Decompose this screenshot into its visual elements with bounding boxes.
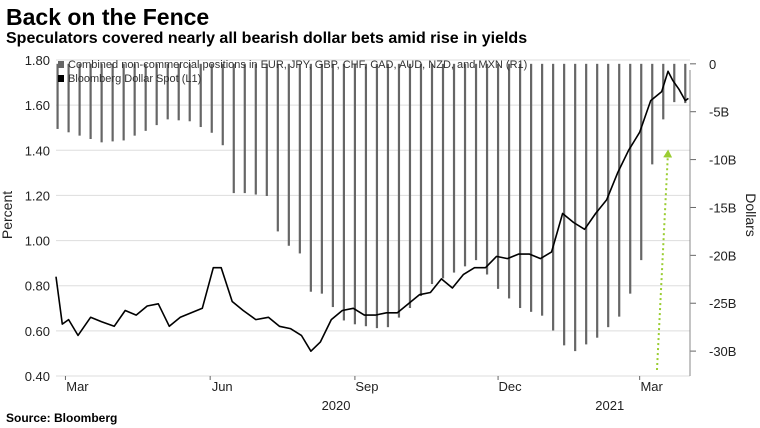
- positions-bar: [232, 63, 235, 194]
- y-left-tick-label: 0.60: [25, 324, 50, 339]
- positions-bar: [309, 63, 312, 292]
- positions-bar: [452, 63, 456, 273]
- positions-bar: [684, 63, 687, 104]
- y-right-tick-label: -30B: [709, 344, 736, 359]
- positions-bar: [254, 63, 257, 195]
- axes: 0.40 0.60 0.80 1.00 1.20 1.40 1.60 1.80 0 -5B -10B…: [25, 53, 737, 413]
- y-left-axis-label: Percent: [0, 191, 15, 239]
- y-left-tick-label: 1.40: [25, 143, 50, 158]
- positions-bar: [463, 63, 467, 267]
- positions-bar: [629, 63, 632, 294]
- positions-bar: [265, 63, 268, 196]
- positions-bar: [386, 63, 390, 328]
- legend: Combined non-commercial positions in EUR…: [58, 59, 527, 85]
- x-year-label: 2020: [322, 398, 351, 413]
- y-right-tick-label: -25B: [709, 296, 736, 311]
- positions-bar: [585, 63, 588, 345]
- legend-positions: Combined non-commercial positions in EUR…: [68, 59, 527, 71]
- positions-bar: [133, 63, 136, 136]
- positions-bar: [78, 63, 81, 136]
- y-right-tick-label: 0: [709, 57, 716, 72]
- positions-bar: [89, 63, 92, 139]
- positions-bar: [552, 63, 555, 331]
- gridlines: [56, 59, 690, 377]
- x-tick-label: Dec: [499, 379, 523, 394]
- positions-bar: [474, 63, 478, 261]
- positions-bar: [221, 63, 224, 146]
- positions-bar: [640, 63, 643, 261]
- positions-bar: [177, 63, 180, 121]
- positions-bar: [56, 63, 59, 129]
- positions-bar: [166, 63, 169, 120]
- x-tick-label: Jun: [212, 379, 233, 394]
- dollar-spot-path: [55, 70, 689, 352]
- positions-bar: [430, 63, 434, 285]
- positions-bar: [144, 63, 147, 131]
- positions-bar: [530, 63, 533, 312]
- y-left-tick-label: 0.40: [25, 369, 50, 384]
- positions-bar: [298, 63, 301, 254]
- positions-bar: [408, 63, 412, 309]
- positions-bar: [507, 63, 511, 299]
- positions-bar: [67, 63, 70, 133]
- positions-bar: [100, 63, 103, 143]
- positions-bar: [563, 63, 566, 346]
- positions-bar: [419, 63, 423, 297]
- positions-bar: [651, 63, 654, 165]
- y-left-tick-label: 1.60: [25, 98, 50, 113]
- positions-bar: [320, 63, 323, 294]
- x-tick-label: Mar: [640, 379, 663, 394]
- positions-bar: [397, 63, 401, 318]
- positions-bar: [331, 63, 334, 308]
- positions-bar: [518, 63, 522, 309]
- y-right-axis-label: Dollars: [743, 193, 759, 237]
- chart-title: Back on the Fence: [6, 4, 210, 30]
- legend-dollar-spot: Bloomberg Dollar Spot (L1): [68, 73, 201, 85]
- positions-bar: [210, 63, 213, 133]
- positions-bar: [596, 63, 599, 338]
- chart-subtitle: Speculators covered nearly all bearish d…: [6, 30, 528, 47]
- y-right-tick-label: -20B: [709, 248, 736, 263]
- positions-bar: [155, 63, 158, 126]
- dollar-spot-line: [55, 70, 689, 352]
- positions-bar: [287, 63, 290, 246]
- x-tick-label: Sep: [355, 379, 378, 394]
- positions-bar: [243, 63, 246, 194]
- y-left-tick-label: 1.80: [25, 53, 50, 68]
- y-left-tick-label: 1.00: [25, 234, 50, 249]
- x-tick-label: Mar: [66, 379, 89, 394]
- positions-bar: [375, 63, 379, 329]
- positions-bar: [111, 63, 114, 142]
- positions-bar: [342, 63, 345, 321]
- positions-bar: [541, 63, 544, 316]
- y-right-tick-label: -10B: [709, 153, 736, 168]
- positions-bar: [574, 63, 577, 352]
- source-note: Source: Bloomberg: [6, 411, 118, 425]
- positions-bar: [496, 63, 500, 289]
- positions-bar: [122, 63, 125, 141]
- trend-arrow: [655, 149, 673, 371]
- x-year-label: 2021: [595, 398, 624, 413]
- annotations: [655, 149, 673, 371]
- positions-bar: [364, 63, 368, 327]
- y-left-tick-label: 1.20: [25, 188, 50, 203]
- y-left-tick-label: 0.80: [25, 279, 50, 294]
- positions-bar: [618, 63, 621, 317]
- positions-bar: [485, 63, 489, 275]
- positions-bar: [199, 63, 202, 128]
- positions-bar: [662, 63, 665, 120]
- positions-bar: [188, 63, 191, 122]
- positions-bar: [276, 63, 279, 232]
- y-right-tick-label: -5B: [709, 105, 729, 120]
- legend-swatch-dollar-spot: [58, 75, 64, 82]
- y-right-tick-label: -15B: [709, 200, 736, 215]
- positions-bar: [353, 63, 357, 325]
- positions-bars: [56, 63, 687, 352]
- positions-bar: [441, 63, 445, 279]
- legend-swatch-positions: [58, 61, 64, 68]
